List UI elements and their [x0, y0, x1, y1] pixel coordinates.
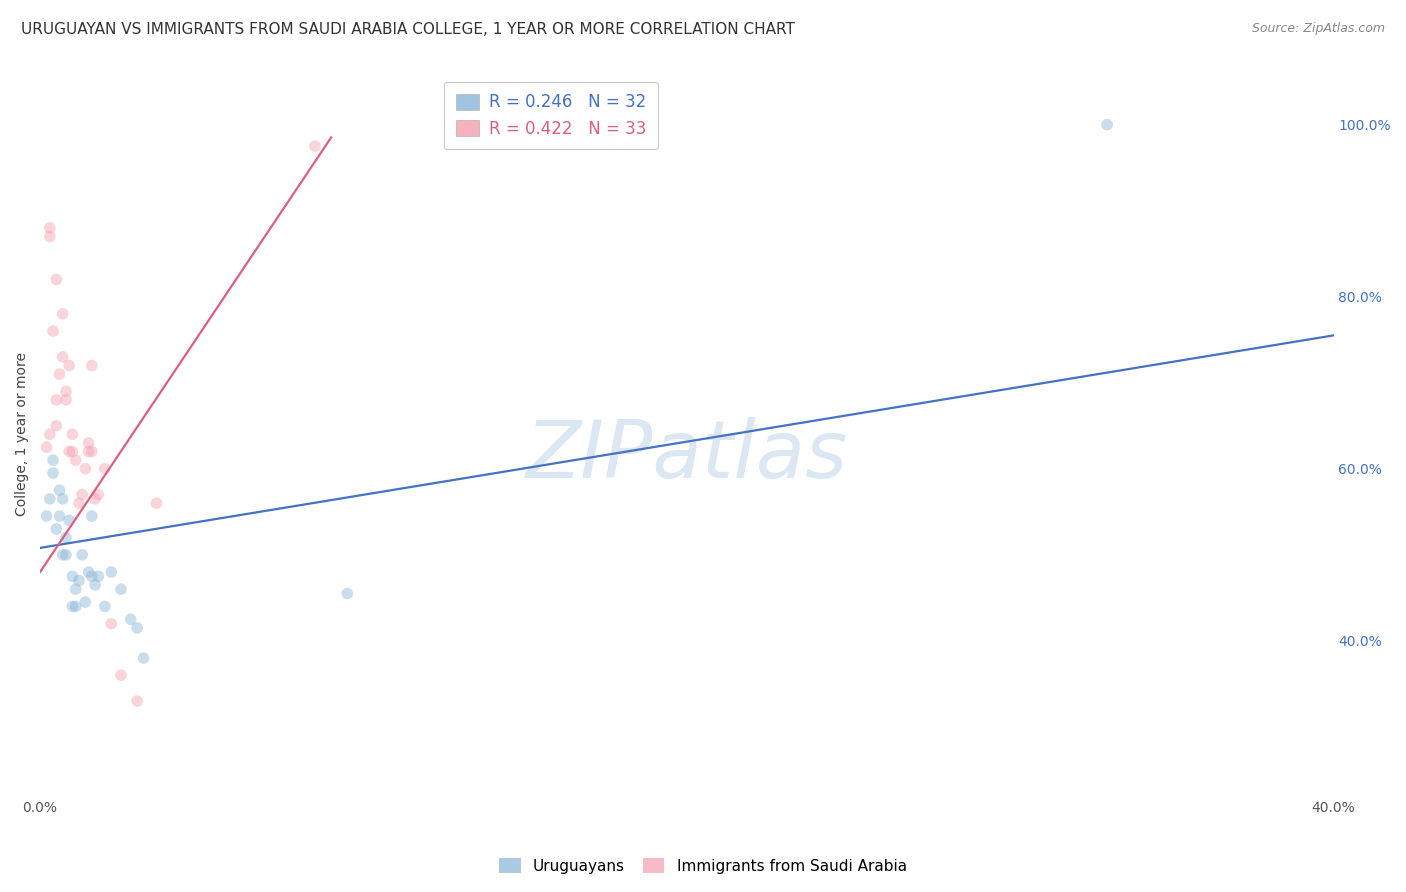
Point: [48, 367, 70, 381]
Point: [58, 444, 80, 458]
Point: [77, 565, 100, 579]
Point: [62, 599, 84, 614]
Point: [55, 531, 77, 545]
Point: [80, 444, 103, 458]
Point: [80, 509, 103, 524]
Point: [55, 548, 77, 562]
Text: ZIPatlas: ZIPatlas: [526, 417, 848, 495]
Point: [38, 229, 60, 244]
Point: [100, 565, 122, 579]
Point: [94, 599, 117, 614]
Point: [336, 586, 359, 600]
Point: [52, 548, 75, 562]
Point: [120, 612, 142, 626]
Point: [304, 139, 326, 153]
Point: [55, 392, 77, 407]
Point: [45, 392, 67, 407]
Point: [62, 569, 84, 583]
Point: [110, 582, 132, 597]
Point: [45, 418, 67, 433]
Point: [35, 440, 58, 454]
Point: [87, 487, 110, 501]
Point: [42, 453, 65, 467]
Point: [132, 651, 155, 665]
Point: [75, 595, 97, 609]
Point: [52, 350, 75, 364]
Point: [87, 569, 110, 583]
Point: [38, 427, 60, 442]
Point: [65, 599, 87, 614]
Point: [48, 483, 70, 498]
Point: [84, 491, 107, 506]
Point: [62, 444, 84, 458]
Point: [55, 384, 77, 399]
Point: [77, 436, 100, 450]
Point: [127, 694, 149, 708]
Point: [38, 491, 60, 506]
Point: [42, 466, 65, 480]
Point: [127, 621, 149, 635]
Point: [65, 582, 87, 597]
Point: [67, 496, 90, 510]
Point: [62, 427, 84, 442]
Point: [48, 509, 70, 524]
Point: [52, 307, 75, 321]
Y-axis label: College, 1 year or more: College, 1 year or more: [15, 352, 30, 516]
Point: [100, 616, 122, 631]
Point: [110, 668, 132, 682]
Point: [42, 324, 65, 338]
Point: [145, 496, 167, 510]
Point: [84, 578, 107, 592]
Text: Source: ZipAtlas.com: Source: ZipAtlas.com: [1251, 22, 1385, 36]
Point: [70, 548, 93, 562]
Point: [58, 359, 80, 373]
Point: [80, 569, 103, 583]
Point: [77, 444, 100, 458]
Point: [38, 220, 60, 235]
Point: [58, 513, 80, 527]
Point: [45, 272, 67, 286]
Legend: R = 0.246   N = 32, R = 0.422   N = 33: R = 0.246 N = 32, R = 0.422 N = 33: [444, 81, 658, 149]
Legend: Uruguayans, Immigrants from Saudi Arabia: Uruguayans, Immigrants from Saudi Arabia: [494, 852, 912, 880]
Point: [65, 453, 87, 467]
Point: [94, 462, 117, 476]
Point: [80, 359, 103, 373]
Point: [52, 491, 75, 506]
Text: URUGUAYAN VS IMMIGRANTS FROM SAUDI ARABIA COLLEGE, 1 YEAR OR MORE CORRELATION CH: URUGUAYAN VS IMMIGRANTS FROM SAUDI ARABI…: [21, 22, 794, 37]
Point: [67, 574, 90, 588]
Point: [1095, 118, 1118, 132]
Point: [75, 462, 97, 476]
Point: [70, 487, 93, 501]
Point: [35, 509, 58, 524]
Point: [45, 522, 67, 536]
